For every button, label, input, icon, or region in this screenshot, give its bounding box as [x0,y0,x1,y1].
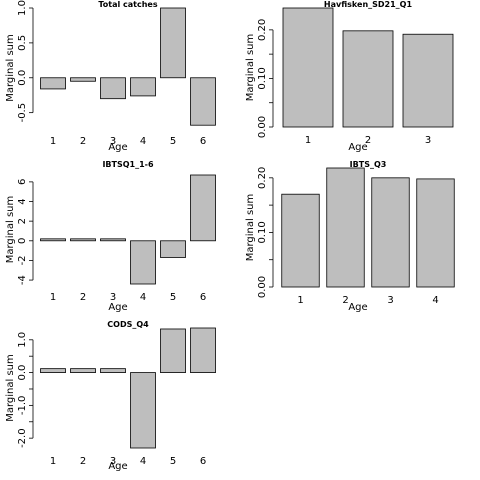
x-tick-label: 1 [50,456,56,467]
x-tick-label: 4 [432,295,438,306]
y-tick-label: -2.0 [17,428,28,448]
x-tick-label: 3 [110,292,116,303]
x-tick-label: 2 [80,136,86,147]
x-axis-label: Age [108,461,127,472]
bar-age-1 [40,368,66,373]
y-tick-label: 1.0 [17,0,28,16]
bar-age-2 [70,238,96,242]
x-tick-label: 1 [297,295,303,306]
x-tick-label: 5 [170,292,176,303]
y-tick-label: 0.5 [17,35,28,51]
x-tick-label: 3 [387,295,393,306]
y-tick-label: 0.20 [257,167,268,189]
panel-1: Total catches 1 2 3 4 5 6 -0.5 0.0 0.5 1.0 Marginal… [5,0,216,153]
panel-title: Havfisken_SD21_Q1 [324,0,413,9]
x-tick-label: 5 [170,136,176,147]
bar-age-5 [160,240,186,258]
y-tick-label: 0.10 [257,67,268,89]
bar-age-3 [100,238,126,242]
y-tick-label: 1.0 [17,332,28,348]
bar-age-2 [70,368,96,373]
bar-age-4 [130,77,156,97]
y-tick-label: 0.00 [257,116,268,138]
x-tick-label: 6 [200,456,206,467]
x-tick-label: 1 [305,135,311,146]
bar-age-1 [40,238,66,242]
bar-age-4 [130,372,156,449]
x-tick-label: 6 [200,136,206,147]
bar-age-4 [416,178,455,288]
x-tick-label: 6 [200,292,206,303]
y-tick-label: 0.10 [257,221,268,243]
x-tick-label: 5 [170,456,176,467]
x-tick-label: 3 [110,456,116,467]
x-axis-label: Age [108,302,127,313]
x-axis-label: Age [348,142,367,153]
x-tick-label: 4 [140,292,146,303]
x-tick-label: 2 [80,456,86,467]
panel-title: Total catches [98,0,157,9]
y-tick-label: 4 [17,198,28,204]
bar-age-3 [100,368,126,373]
y-tick-label: -2 [17,255,28,265]
bar-age-4 [130,240,156,285]
panel-title: IBTSQ1_1-6 [102,160,154,169]
bar-age-2 [326,167,365,288]
y-axis-label: Marginal sum [5,354,16,422]
x-tick-label: 2 [342,295,348,306]
bar-age-1 [40,77,66,90]
x-tick-label: 2 [80,292,86,303]
bar-age-6 [190,327,216,373]
x-tick-label: 3 [110,136,116,147]
y-tick-label: -1.0 [17,396,28,416]
x-tick-label: 4 [140,136,146,147]
panel-2: Havfisken_SD21_Q1 1 2 3 0.00 0.10 0.20Marginal… [245,0,454,153]
bar-age-3 [100,77,126,100]
bar-age-3 [371,177,410,288]
x-tick-label: 1 [50,292,56,303]
panel-3: IBTSQ1_1-6 1 2 3 4 5 6 -4 -2 0 2 4 6 Marginal sum Age [5,160,216,313]
x-tick-label: 4 [140,456,146,467]
y-tick-label: 2 [17,218,28,224]
bar-age-1 [281,193,320,288]
bar-age-1 [282,7,334,128]
y-axis-label: Marginal sum [5,196,16,264]
panel-title: IBTS_Q3 [350,160,387,169]
bar-age-6 [190,77,216,126]
y-axis-label: Marginal sum [5,34,16,102]
bar-age-3 [402,33,454,128]
y-tick-label: 0 [17,238,28,244]
bar-age-5 [160,7,186,79]
y-axis-label: Marginal sum [245,194,256,262]
y-axis-label: Marginal sum [245,34,256,102]
bar-age-5 [160,328,186,373]
y-tick-label: 0.0 [17,365,28,381]
bar-age-6 [190,174,216,242]
x-axis-label: Age [348,302,367,313]
bar-age-2 [342,30,394,128]
x-tick-label: 2 [365,135,371,146]
y-tick-label: 0.20 [257,19,268,41]
y-tick-label: 6 [17,179,28,185]
y-tick-label: 0.0 [17,70,28,86]
x-tick-label: 1 [50,136,56,147]
bar-age-2 [70,77,96,82]
x-tick-label: 3 [425,135,431,146]
x-axis-label: Age [108,142,127,153]
panel-title: CODS_Q4 [107,320,149,329]
y-tick-label: -4 [17,275,28,285]
y-tick-label: -0.5 [17,103,28,123]
y-tick-label: 0.00 [257,276,268,298]
